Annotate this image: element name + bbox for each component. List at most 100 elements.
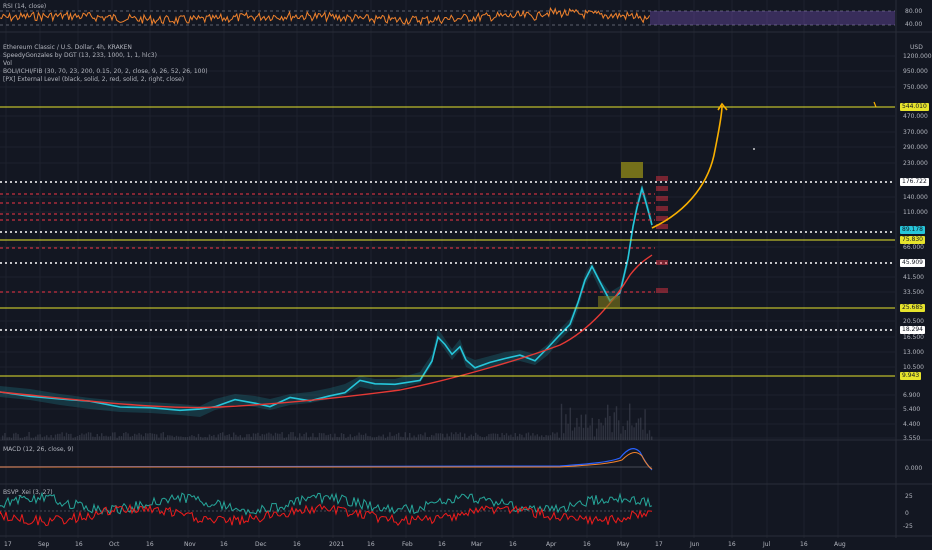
indicator-label-1: SpeedyGonzales by DGT (13, 233, 1000, 1,… — [3, 52, 157, 59]
volume-bar — [83, 434, 85, 440]
volume-bar — [384, 438, 387, 440]
volume-bar — [197, 433, 200, 440]
volume-bar — [191, 435, 193, 440]
volume-bar — [230, 437, 233, 440]
rsi-line — [0, 6, 651, 27]
volume-bar — [442, 433, 444, 440]
volume-bar — [387, 436, 389, 440]
price-axis-tick: 4.400 — [903, 421, 921, 428]
volume-bar — [72, 437, 74, 440]
level-tag-9: 9.943 — [900, 372, 922, 380]
volume-bar — [314, 437, 316, 440]
volume-bar — [70, 433, 72, 440]
volume-bar — [622, 426, 624, 440]
volume-bar — [378, 435, 380, 440]
level-tag-176: 176.722 — [900, 178, 929, 186]
volume-bar — [180, 436, 182, 440]
volume-bar — [211, 436, 213, 440]
volume-bar — [578, 426, 580, 440]
volume-bar — [281, 432, 283, 440]
volume-bar — [340, 433, 343, 440]
volume-bar — [329, 433, 332, 440]
volume-bar — [268, 432, 270, 440]
volume-bar — [415, 437, 417, 440]
volume-bar — [422, 435, 424, 440]
volume-bar — [321, 433, 323, 440]
volume-bar — [114, 432, 116, 440]
volume-bar — [270, 433, 272, 440]
volume-bar — [250, 436, 252, 440]
volume-bar — [391, 435, 393, 440]
volume-bar — [79, 435, 81, 440]
volume-bar — [303, 434, 305, 440]
volume-bar — [87, 432, 90, 440]
time-tick: 16 — [75, 541, 83, 548]
volume-bar — [261, 434, 263, 440]
volume-bar — [178, 436, 180, 440]
volume-bar — [200, 436, 202, 440]
volume-bar — [164, 437, 167, 440]
volume-bar — [569, 407, 571, 440]
volume-bar — [101, 433, 103, 440]
volume-bar — [398, 432, 400, 440]
volume-bar — [640, 417, 642, 440]
volume-bar — [239, 435, 241, 440]
volume-bar — [189, 436, 191, 440]
volume-bar — [560, 403, 563, 440]
volume-bar — [351, 437, 354, 440]
volume-bar — [468, 435, 470, 440]
volume-bar — [162, 432, 164, 440]
volume-bar — [437, 433, 439, 440]
moving-average-line — [0, 254, 653, 409]
volume-bar — [565, 414, 567, 440]
volume-bar — [483, 437, 486, 440]
time-tick: May — [617, 541, 630, 548]
volume-bar — [175, 435, 178, 440]
volume-bar — [589, 425, 591, 440]
bsvp-axis-25: 25 — [905, 493, 913, 500]
top-marker-box — [621, 162, 643, 178]
volume-bar — [371, 437, 373, 440]
volume-bar — [125, 432, 127, 440]
volume-bar — [521, 434, 523, 440]
volume-bar — [228, 434, 230, 440]
volume-bar — [103, 436, 105, 440]
volume-bar — [63, 436, 65, 440]
price-axis-tick: 16.500 — [903, 334, 924, 341]
volume-bar — [274, 432, 277, 440]
volume-bar — [404, 432, 406, 440]
time-tick: 16 — [220, 541, 228, 548]
volume-bar — [488, 434, 490, 440]
volume-bar — [215, 437, 217, 440]
volume-bar — [184, 437, 186, 440]
level-tag-25: 25.685 — [900, 304, 925, 312]
volume-bar — [61, 432, 63, 440]
volume-bar — [490, 433, 492, 440]
volume-bar — [323, 433, 325, 440]
volume-bar — [35, 436, 37, 440]
volume-bar — [6, 437, 8, 440]
volume-bar — [257, 432, 259, 440]
volume-bar — [65, 432, 68, 440]
volume-bar — [446, 433, 448, 440]
volume-bar — [167, 435, 169, 440]
volume-bar — [4, 433, 6, 440]
volume-bar — [145, 433, 147, 440]
volume-bar — [358, 432, 360, 440]
volume-bar — [294, 436, 296, 440]
volume-bar — [534, 435, 536, 440]
volume-bar — [17, 434, 19, 440]
volume-bar — [543, 437, 545, 440]
time-tick: 16 — [583, 541, 591, 548]
volume-bar — [76, 436, 79, 440]
volume-bar — [266, 433, 268, 440]
volume-bar — [428, 436, 431, 440]
rsi-axis-80: 80.00 — [905, 8, 923, 15]
volume-bar — [237, 436, 239, 440]
price-axis-tick: 66.000 — [903, 244, 924, 251]
indicator-label-2: Vol — [3, 60, 12, 67]
volume-bar — [327, 434, 329, 440]
volume-bar — [642, 429, 644, 440]
